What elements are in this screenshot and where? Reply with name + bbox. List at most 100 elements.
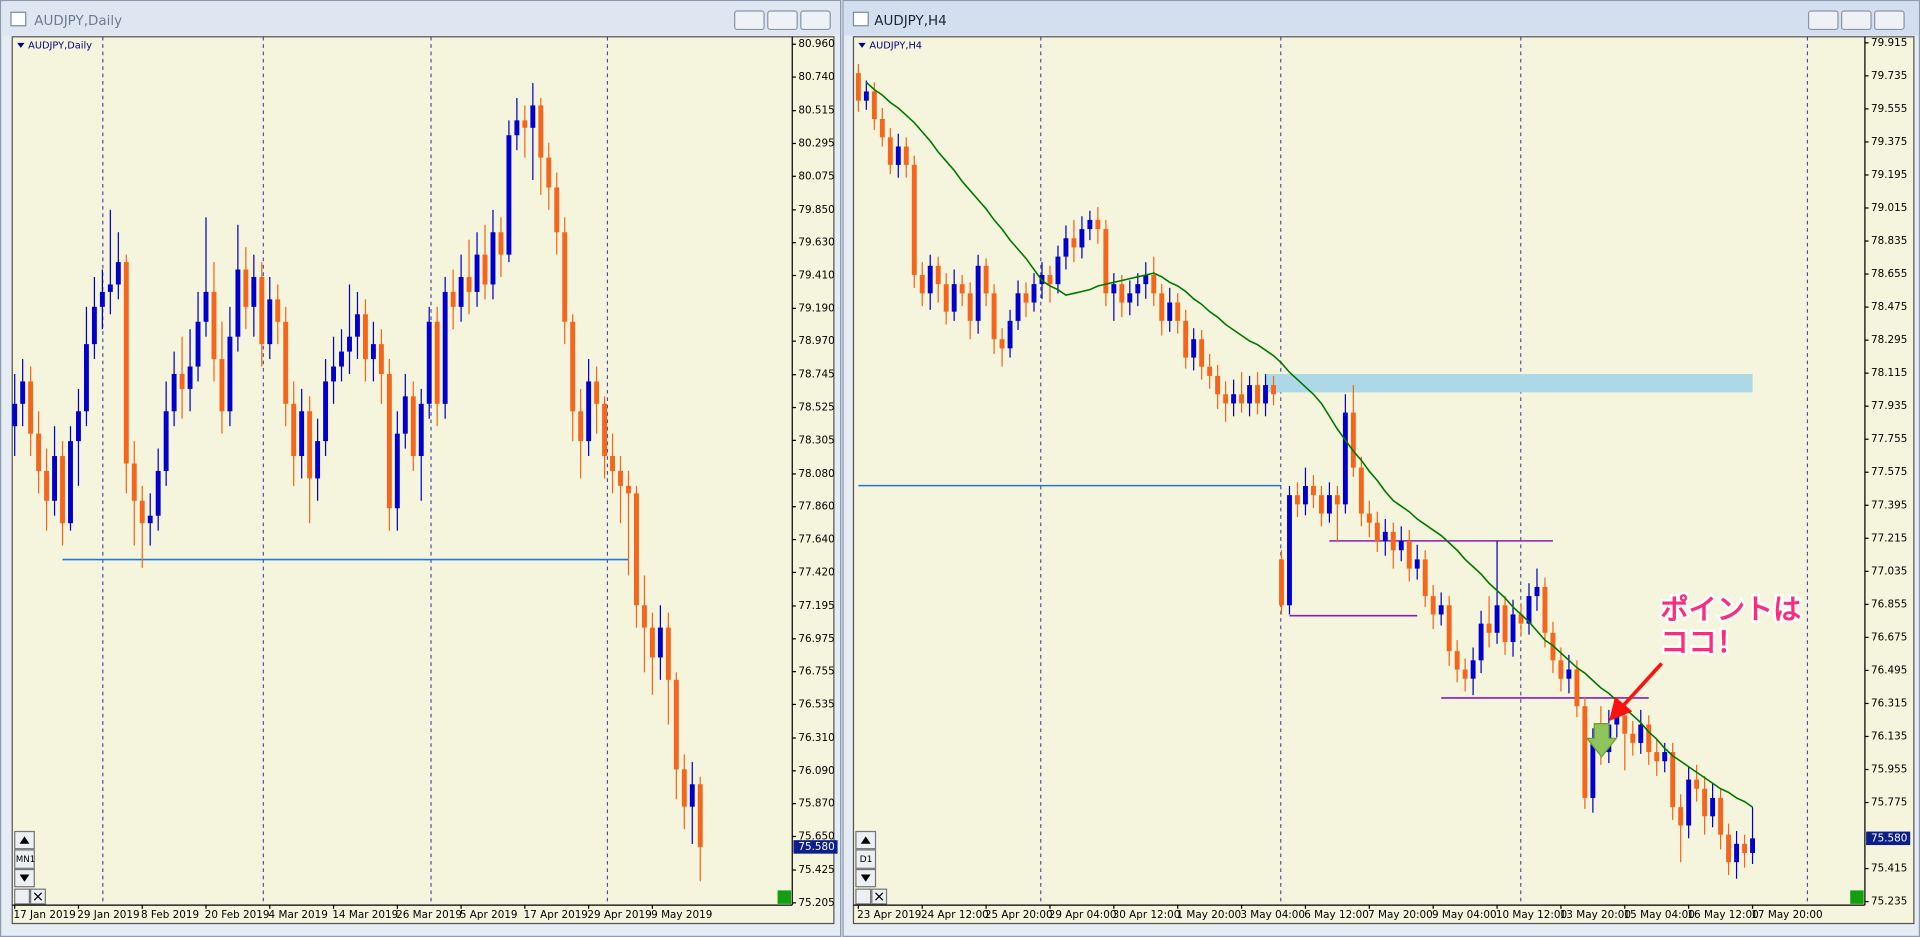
candle-body [1438, 605, 1444, 615]
candle-body [911, 164, 917, 275]
symbol-menu-icon[interactable] [858, 42, 866, 48]
y-tick-label: 78.970 [798, 335, 834, 347]
candle-body [386, 373, 392, 509]
candle-body [28, 381, 34, 434]
x-tick-label: 10 May 12:00 [1496, 909, 1567, 921]
minimize-button[interactable] [1807, 10, 1839, 31]
tool-button[interactable] [14, 888, 30, 905]
candle-body [52, 456, 57, 501]
restore-button[interactable] [767, 10, 798, 31]
y-tick-label: 76.310 [798, 732, 834, 744]
candle-body [1390, 531, 1396, 551]
x-tick-label: 24 Apr 12:00 [921, 909, 989, 921]
candle-body [450, 291, 456, 307]
candle-body [99, 291, 105, 307]
y-tick-label: 77.755 [1871, 433, 1907, 445]
last-price-label: 75.580 [1871, 832, 1907, 844]
y-tick-label: 79.555 [1871, 103, 1907, 115]
x-tick-label: 1 May 20:00 [1176, 909, 1241, 921]
candle-body [1622, 715, 1628, 734]
candle-body [323, 381, 329, 442]
y-tick-label: 79.410 [798, 270, 834, 282]
candle-body [991, 293, 997, 340]
candle-body [1422, 559, 1428, 597]
x-tick-label: 4 Mar 2019 [269, 909, 328, 921]
candle-body [554, 187, 560, 233]
candle-body [60, 456, 65, 524]
candle-body [1526, 596, 1532, 624]
candle-body [578, 411, 584, 442]
candle-body [879, 119, 885, 138]
candle-body [871, 91, 877, 120]
moving-average [865, 81, 1753, 808]
candle-body [1742, 843, 1748, 853]
candle-body [307, 411, 313, 479]
symbol-menu-icon[interactable] [17, 42, 25, 48]
candle-body [1223, 394, 1229, 404]
y-tick-label: 76.315 [1871, 697, 1907, 709]
candle-body [1454, 651, 1460, 670]
candle-body [1143, 274, 1149, 285]
close-button[interactable] [800, 10, 831, 31]
x-tick-label: 26 Mar 2019 [396, 909, 462, 921]
down-arrow-icon [1585, 722, 1618, 758]
candle-body [1702, 788, 1708, 817]
candle-body [331, 366, 336, 382]
y-tick-label: 80.295 [798, 137, 834, 149]
candle-body [434, 321, 440, 404]
candle-body [1055, 256, 1061, 285]
candle-body [107, 284, 113, 292]
candle-body [522, 120, 528, 128]
candle-body [975, 265, 981, 321]
candle-body [418, 403, 424, 457]
candle-body [586, 381, 592, 442]
y-tick-label: 80.740 [798, 71, 834, 83]
candle-body [999, 339, 1005, 349]
chart-area [852, 36, 1915, 925]
close-button[interactable] [1874, 10, 1905, 31]
candle-body [1726, 834, 1732, 863]
candle-body [299, 411, 305, 457]
timeframe-button[interactable] [14, 849, 35, 869]
candle-body [943, 284, 949, 312]
candle-body [967, 293, 973, 321]
candle-body [626, 485, 631, 494]
y-tick-label: 77.395 [1871, 499, 1907, 511]
chart-area [11, 36, 835, 925]
candle-body [171, 373, 177, 412]
y-tick-label: 77.420 [798, 566, 834, 578]
candle-body [1718, 797, 1724, 835]
candle-body [259, 276, 265, 345]
x-icon [33, 892, 43, 901]
candle-body [1263, 385, 1268, 404]
minimize-button[interactable] [734, 10, 765, 31]
candle-body [935, 265, 941, 285]
pointer-arrow [1621, 662, 1663, 708]
candle-body [1103, 229, 1109, 294]
x-tick-label: 8 Feb 2019 [141, 909, 199, 921]
last-price-label: 75.580 [798, 841, 834, 853]
x-tick-label: 5 Apr 2019 [460, 909, 518, 921]
candle-body [1398, 541, 1404, 551]
x-tick-label: 9 May 2019 [651, 909, 712, 921]
candle-body [243, 269, 249, 307]
tool-button[interactable] [855, 888, 872, 905]
candle-body [163, 411, 169, 471]
x-tick-label: 17 Apr 2019 [524, 909, 588, 921]
candle-body [1582, 706, 1588, 798]
candle-body [665, 627, 671, 680]
timeframe-button[interactable] [855, 849, 877, 869]
candle-body [983, 265, 989, 294]
up-icon [19, 836, 30, 844]
y-tick-label: 76.855 [1871, 598, 1907, 610]
candle-body [927, 265, 933, 294]
status-indicator [1850, 890, 1864, 904]
y-tick-label: 76.495 [1871, 664, 1907, 676]
candle-body [187, 366, 193, 389]
y-tick-label: 79.195 [1871, 169, 1907, 181]
candle-body [291, 403, 297, 457]
candle-body [610, 456, 615, 471]
restore-button[interactable] [1841, 10, 1872, 31]
x-tick-label: 7 May 20:00 [1368, 909, 1433, 921]
